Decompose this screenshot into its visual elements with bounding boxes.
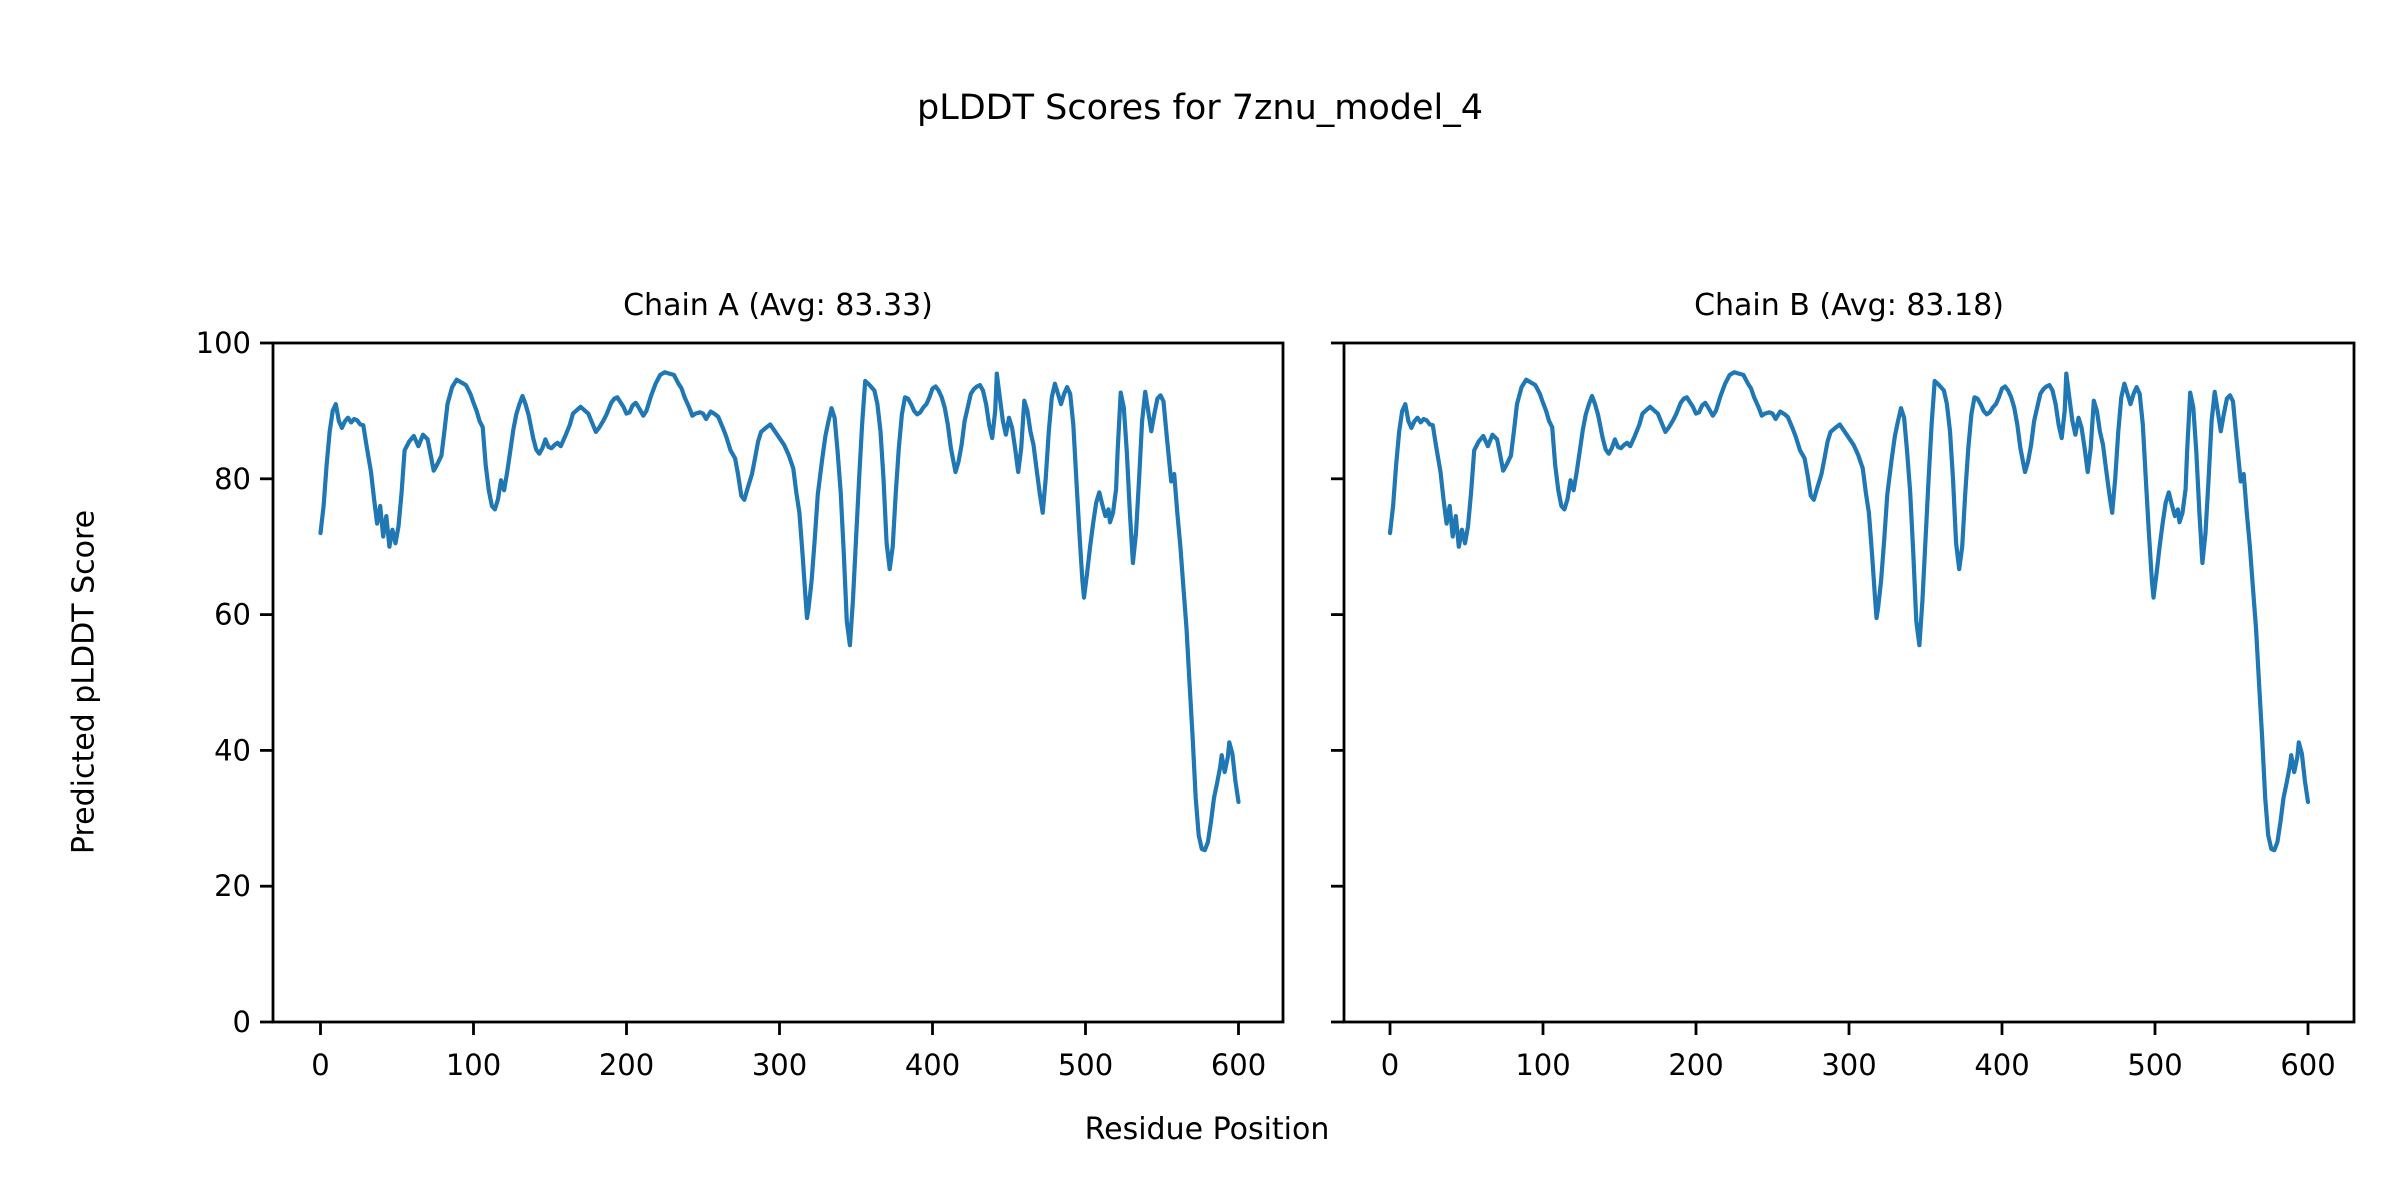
x-tick-label: 400 [905,1048,960,1082]
y-tick-label: 80 [214,462,251,496]
x-tick-label: 200 [599,1048,654,1082]
y-tick-label: 60 [214,598,251,632]
subplot-chain-b: 0 100 200 300 400 500 600 [1331,341,2356,1082]
axes-frame [271,341,1285,1024]
x-tick-label: 100 [446,1048,501,1082]
x-tick-label: 300 [1821,1048,1876,1082]
x-axis-label: Residue Position [1084,1112,1330,1147]
y-tick-label: 20 [214,869,251,903]
x-tick-label: 500 [2127,1048,2182,1082]
subplot-title-chain-b: Chain B (Avg: 83.18) [1694,288,2004,323]
x-tick-label: 200 [1668,1048,1723,1082]
x-tick-label: 400 [1974,1048,2029,1082]
y-tick-label: 0 [233,1005,251,1039]
x-tick-label: 500 [1058,1048,1113,1082]
y-tick-label: 40 [214,733,251,767]
plddt-line-chain-b [1387,370,2311,853]
figure-title: pLDDT Scores for 7znu_model_4 [916,88,1483,128]
x-tick-label: 300 [752,1048,807,1082]
subplot-title-chain-a: Chain A (Avg: 83.33) [623,288,933,323]
y-tick-label: 100 [196,326,251,360]
x-tick-label: 0 [311,1048,329,1082]
x-tick-label: 0 [1381,1048,1399,1082]
plddt-line-chain-a [318,370,1241,853]
x-tick-label: 600 [2280,1048,2335,1082]
x-tick-label: 600 [1211,1048,1266,1082]
axes-frame [1342,341,2356,1024]
x-tick-label: 100 [1515,1048,1570,1082]
subplot-chain-a: 0 100 200 300 400 500 600 0 20 40 60 80 100 [196,326,1285,1082]
